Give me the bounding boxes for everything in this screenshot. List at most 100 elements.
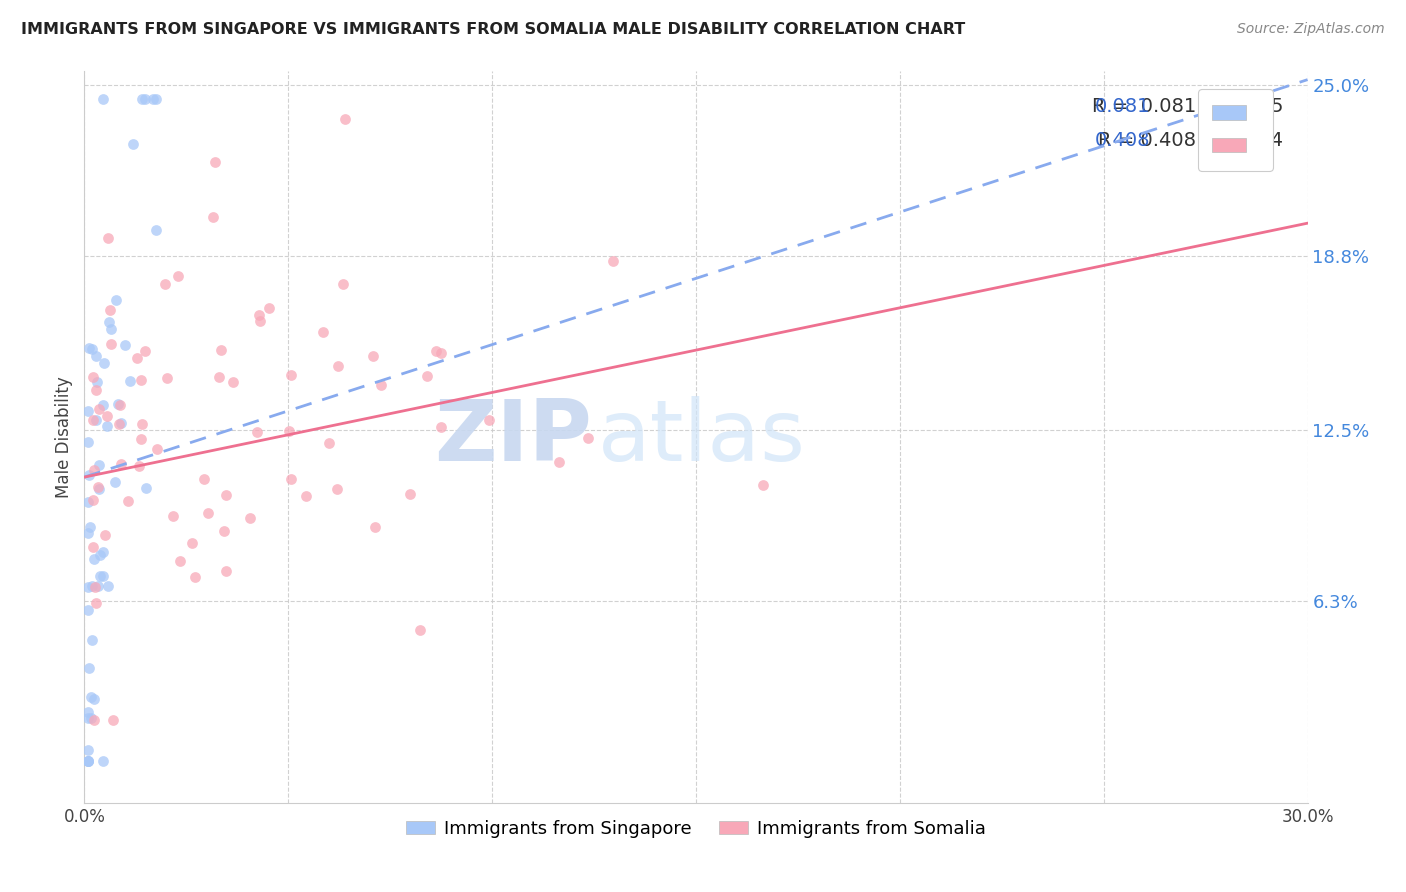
- Point: [135, 481, 157, 495]
- Point: [247, 309, 270, 323]
- Point: [184, 570, 207, 584]
- Point: [104, 475, 127, 489]
- Point: [363, 520, 385, 534]
- Point: [197, 506, 219, 520]
- Point: [333, 112, 356, 127]
- Text: atlas: atlas: [598, 395, 806, 479]
- Point: [77, 603, 100, 617]
- Text: ZIP: ZIP: [434, 395, 592, 479]
- Point: [87, 480, 110, 494]
- Point: [425, 343, 447, 358]
- Point: [110, 416, 132, 430]
- Point: [79, 520, 101, 534]
- Point: [209, 343, 232, 357]
- Point: [82, 369, 104, 384]
- Point: [91, 569, 114, 583]
- Point: [239, 511, 262, 525]
- Point: [104, 293, 127, 307]
- Point: [80, 632, 103, 647]
- Point: [82, 492, 104, 507]
- Point: [98, 303, 121, 318]
- Point: [280, 368, 302, 382]
- Point: [77, 661, 100, 675]
- Point: [246, 425, 269, 440]
- Y-axis label: Male Disability: Male Disability: [55, 376, 73, 498]
- Point: [361, 349, 384, 363]
- Text: R = 0.408   N = 74: R = 0.408 N = 74: [1098, 131, 1284, 151]
- Point: [134, 92, 156, 106]
- Point: [77, 468, 100, 483]
- Point: [77, 742, 100, 756]
- Point: [77, 525, 100, 540]
- Point: [249, 314, 271, 328]
- Point: [77, 755, 100, 769]
- Point: [142, 92, 165, 106]
- Point: [370, 378, 392, 392]
- Legend: Immigrants from Singapore, Immigrants from Somalia: Immigrants from Singapore, Immigrants fr…: [399, 813, 993, 845]
- Point: [100, 336, 122, 351]
- Point: [212, 524, 235, 538]
- Point: [129, 373, 152, 387]
- Point: [155, 371, 177, 385]
- Point: [89, 482, 111, 496]
- Point: [84, 413, 107, 427]
- Point: [84, 580, 107, 594]
- Point: [110, 457, 132, 471]
- Point: [325, 483, 347, 497]
- Point: [415, 368, 437, 383]
- Point: [89, 549, 111, 563]
- Point: [548, 455, 571, 469]
- Point: [318, 435, 340, 450]
- Point: [208, 369, 231, 384]
- Point: [77, 755, 100, 769]
- Point: [84, 349, 107, 363]
- Point: [193, 472, 215, 486]
- Point: [576, 432, 599, 446]
- Point: [97, 230, 120, 244]
- Point: [169, 553, 191, 567]
- Point: [153, 277, 176, 291]
- Point: [129, 433, 152, 447]
- Point: [91, 398, 114, 412]
- Point: [430, 420, 453, 434]
- Point: [181, 536, 204, 550]
- Point: [134, 343, 156, 358]
- Point: [77, 435, 100, 450]
- Point: [87, 402, 110, 417]
- Point: [91, 92, 114, 106]
- Point: [94, 528, 117, 542]
- Point: [131, 417, 153, 431]
- Point: [114, 337, 136, 351]
- Point: [83, 692, 105, 706]
- Point: [77, 495, 100, 509]
- Point: [162, 508, 184, 523]
- Point: [97, 579, 120, 593]
- Point: [332, 277, 354, 292]
- Point: [295, 490, 318, 504]
- Point: [145, 223, 167, 237]
- Point: [278, 424, 301, 438]
- Point: [326, 359, 349, 373]
- Point: [214, 488, 236, 502]
- Point: [86, 375, 108, 389]
- Point: [82, 413, 104, 427]
- Point: [100, 322, 122, 336]
- Point: [222, 375, 245, 389]
- Point: [145, 92, 167, 106]
- Point: [602, 254, 624, 268]
- Point: [77, 711, 100, 725]
- Point: [409, 623, 432, 637]
- Text: IMMIGRANTS FROM SINGAPORE VS IMMIGRANTS FROM SOMALIA MALE DISABILITY CORRELATION: IMMIGRANTS FROM SINGAPORE VS IMMIGRANTS …: [21, 22, 966, 37]
- Point: [93, 356, 115, 370]
- Text: 0.081: 0.081: [1095, 97, 1150, 116]
- Point: [120, 374, 142, 388]
- Point: [77, 403, 100, 417]
- Point: [83, 552, 105, 566]
- Point: [96, 419, 118, 434]
- Point: [80, 711, 103, 725]
- Point: [108, 417, 131, 432]
- Point: [83, 463, 105, 477]
- Point: [131, 92, 153, 106]
- Point: [84, 596, 107, 610]
- Point: [84, 383, 107, 397]
